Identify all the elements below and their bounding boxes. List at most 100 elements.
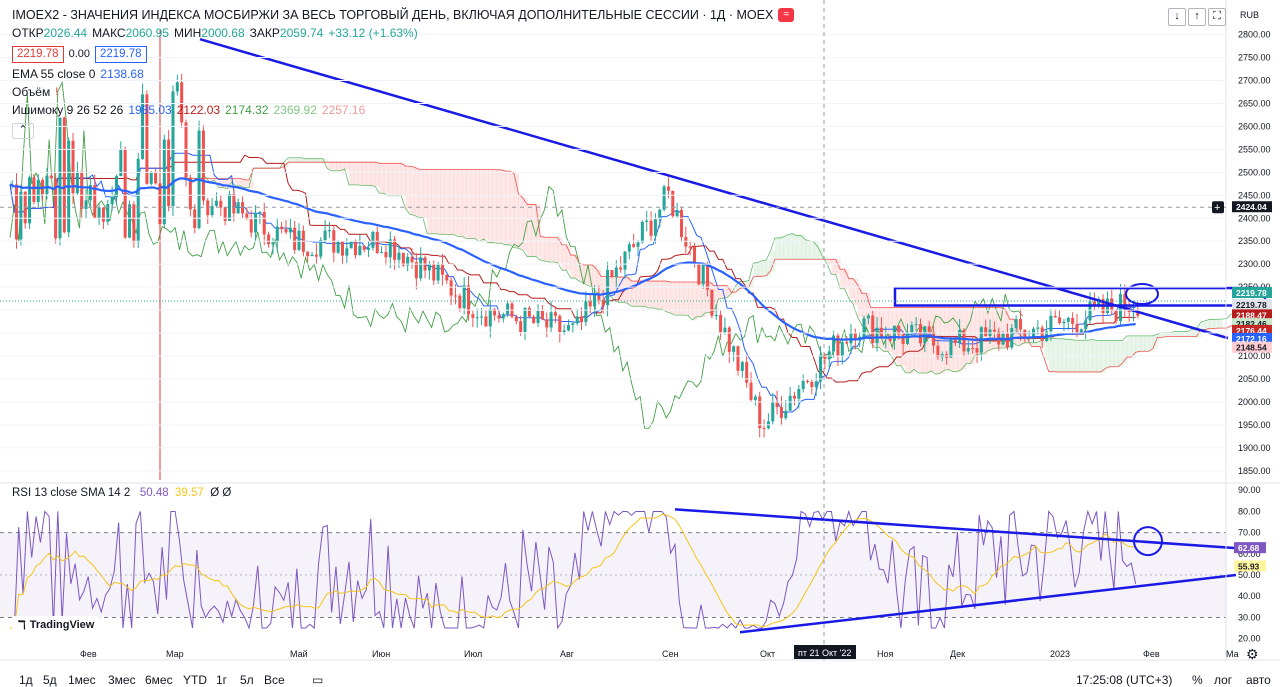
rsi-tick-label: 30.00 xyxy=(1238,612,1261,622)
price-tick-label: 2600.00 xyxy=(1238,121,1271,131)
candle-body xyxy=(536,310,540,323)
currency-label[interactable]: RUB xyxy=(1240,10,1260,20)
ichimoku-legend[interactable]: Ишимоку 9 26 52 26 1985.03 2122.03 2174.… xyxy=(12,102,366,117)
candle-body xyxy=(49,175,53,179)
ichimoku-cloud-slice xyxy=(579,263,585,282)
ohlc-row: ОТКР2026.44 МАКС2060.95 МИН2000.68 ЗАКР2… xyxy=(12,25,418,40)
candle-body xyxy=(553,312,557,316)
ichimoku-cloud-slice xyxy=(1105,340,1111,369)
candle-body xyxy=(679,210,684,237)
ichimoku-cloud-slice xyxy=(670,281,676,314)
ichimoku-cloud-slice xyxy=(318,158,324,163)
rsi-tick-label: 70.00 xyxy=(1238,528,1261,538)
candle-body xyxy=(832,335,836,352)
candle-body xyxy=(1014,319,1018,329)
range-1m[interactable]: 1мес xyxy=(68,673,96,687)
candle-body xyxy=(649,220,653,236)
candle-body xyxy=(814,381,818,388)
ema-legend[interactable]: EMA 55 close 0 2138.68 xyxy=(12,66,144,81)
price-badge-bg xyxy=(1232,287,1272,299)
ichimoku-cloud-slice xyxy=(1187,331,1193,338)
price-tick-label: 2400.00 xyxy=(1238,213,1271,223)
ichimoku-cloud-slice xyxy=(861,293,867,326)
range-1y[interactable]: 1г xyxy=(216,673,228,687)
rsi-legend[interactable]: RSI 13 close SMA 14 2 50.48 39.57 Ø Ø xyxy=(12,487,232,499)
range-5y[interactable]: 5л xyxy=(240,673,254,687)
range-all[interactable]: Все xyxy=(264,673,285,687)
range-5d[interactable]: 5д xyxy=(43,673,57,687)
rsi-badge-bg xyxy=(1234,560,1266,572)
candle-body xyxy=(288,227,292,233)
candle-body xyxy=(440,264,444,275)
market-status-icon[interactable]: ≈ xyxy=(778,8,795,22)
candle-body xyxy=(1136,310,1140,316)
candle-body xyxy=(254,213,258,233)
candle-body xyxy=(566,324,571,331)
gear-icon[interactable]: ⚙ xyxy=(1246,646,1259,662)
ichimoku-cloud-slice xyxy=(357,162,363,186)
candle-body xyxy=(245,213,249,220)
percent-toggle[interactable]: % xyxy=(1192,673,1203,687)
range-1d[interactable]: 1д xyxy=(19,673,33,687)
price-badge-bg xyxy=(1232,318,1272,330)
ichimoku-cloud-slice xyxy=(227,178,233,190)
candle-body xyxy=(240,202,245,214)
range-6m[interactable]: 6мес xyxy=(145,673,173,687)
calendar-icon[interactable]: ▭ xyxy=(312,673,324,687)
candle-body xyxy=(727,327,731,352)
log-toggle[interactable]: лог xyxy=(1214,673,1233,687)
clock[interactable]: 17:25:08 (UTC+3) xyxy=(1076,673,1173,687)
fullscreen-icon[interactable]: ⛶ xyxy=(1208,8,1226,26)
arrow-up-icon[interactable]: ↑ xyxy=(1188,8,1206,26)
ichimoku-cloud-slice xyxy=(296,157,302,163)
ichimoku-cloud-slice xyxy=(1031,342,1037,347)
candle-body xyxy=(662,186,666,210)
time-tick-label: Май xyxy=(290,649,308,659)
candle-body xyxy=(701,264,705,285)
sell-price[interactable]: 2219.78 xyxy=(12,45,64,63)
candle-body xyxy=(1097,299,1101,306)
ichimoku-cloud-slice xyxy=(744,281,750,289)
range-ytd[interactable]: YTD xyxy=(183,673,207,687)
candle-body xyxy=(297,230,301,250)
candle-body xyxy=(380,252,384,254)
time-tick-label: Ма xyxy=(1226,649,1239,659)
ichimoku-cloud-slice xyxy=(974,307,980,356)
ichimoku-cloud-slice xyxy=(236,178,241,187)
range-3m[interactable]: 3мес xyxy=(108,673,136,687)
time-tick-label: 2023 xyxy=(1050,649,1070,659)
ichimoku-cloud-slice xyxy=(1200,321,1206,331)
candle-body xyxy=(88,185,92,201)
ichimoku-cloud-slice xyxy=(1209,319,1215,329)
candle-body xyxy=(1123,293,1127,311)
candle-body xyxy=(180,82,184,123)
chevron-up-icon[interactable]: ⌃ xyxy=(12,123,34,139)
candle-body xyxy=(393,239,397,260)
candle-body xyxy=(749,382,753,400)
ichimoku-cloud-slice xyxy=(231,178,237,183)
ichimoku-cloud-slice xyxy=(805,239,811,260)
ichimoku-cloud-slice xyxy=(909,307,915,374)
candle-body xyxy=(184,122,188,178)
auto-toggle[interactable]: авто xyxy=(1246,673,1271,687)
ichimoku-cloud-slice xyxy=(1109,340,1115,368)
ichimoku-cloud-slice xyxy=(392,163,398,197)
candle-body xyxy=(80,171,84,209)
candle-body xyxy=(327,230,331,232)
volume-legend[interactable]: Объём ! xyxy=(12,84,59,99)
candle-body xyxy=(836,335,840,357)
candle-body xyxy=(36,180,40,202)
ichimoku-cloud-slice xyxy=(635,281,641,307)
circle-marker xyxy=(1125,283,1159,306)
ichimoku-cloud-slice xyxy=(779,237,785,260)
ichimoku-cloud-slice xyxy=(688,281,693,316)
buy-price[interactable]: 2219.78 xyxy=(95,45,147,63)
ichimoku-cloud-slice xyxy=(448,169,454,235)
arrow-down-icon[interactable]: ↓ xyxy=(1168,8,1186,26)
candle-body xyxy=(575,316,579,324)
symbol-title[interactable]: IMOEX2 - ЗНАЧЕНИЯ ИНДЕКСА МОСБИРЖИ ЗА ВЕ… xyxy=(12,7,774,22)
tradingview-logo[interactable]: ℸ TradingView xyxy=(12,616,101,634)
ichimoku-cloud-slice xyxy=(970,307,976,365)
candle-body xyxy=(675,210,679,217)
